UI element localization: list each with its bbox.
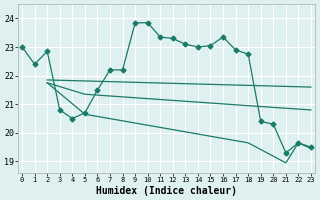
X-axis label: Humidex (Indice chaleur): Humidex (Indice chaleur) bbox=[96, 186, 237, 196]
